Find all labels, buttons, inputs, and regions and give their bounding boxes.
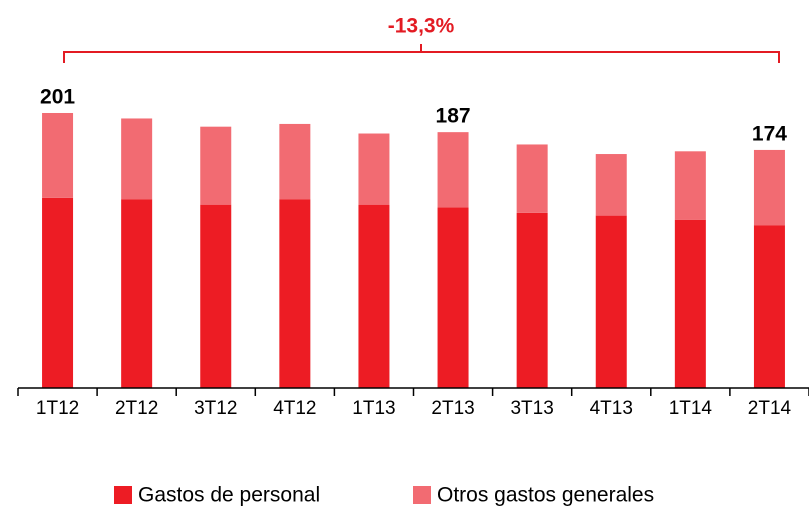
total-label: 201: [40, 86, 75, 109]
legend-label: Gastos de personal: [138, 484, 320, 507]
bar-segment: [437, 132, 469, 208]
bar-segment: [42, 197, 74, 388]
bracket: [63, 44, 780, 63]
total-label: 174: [752, 122, 787, 145]
bar-segment: [121, 118, 153, 200]
x-tick-label: 3T12: [194, 398, 237, 419]
x-tick-label: 4T12: [273, 398, 316, 419]
bar-segment: [200, 126, 232, 205]
x-tick-label: 2T12: [115, 398, 158, 419]
bar-segment: [674, 151, 706, 220]
bar-segment: [674, 219, 706, 388]
x-tick-label: 1T12: [36, 398, 79, 419]
legend-swatch: [114, 486, 132, 504]
x-tick-label: 1T14: [669, 398, 713, 419]
bar-segment: [753, 225, 785, 388]
bar-segment: [358, 204, 390, 388]
bar-segment: [200, 204, 232, 388]
bar-segment: [121, 199, 153, 388]
bar-segment: [279, 123, 311, 200]
bar-segment: [516, 212, 548, 388]
legend-swatch: [413, 486, 431, 504]
bar-segment: [595, 215, 627, 388]
x-tick-label: 3T13: [510, 398, 553, 419]
x-tick-label: 2T14: [748, 398, 792, 419]
bar-segment: [753, 149, 785, 226]
x-tick-label: 4T13: [590, 398, 633, 419]
bar-segment: [358, 133, 390, 205]
x-tick-label: 1T13: [352, 398, 395, 419]
bar-segment: [595, 154, 627, 216]
bar-segment: [437, 207, 469, 388]
bar-segment: [516, 144, 548, 213]
bar-segment: [279, 199, 311, 388]
total-label: 187: [436, 105, 471, 128]
change-annotation: -13,3%: [388, 15, 455, 38]
bar-segment: [42, 112, 74, 198]
legend-label: Otros gastos generales: [437, 484, 654, 507]
x-tick-label: 2T13: [431, 398, 474, 419]
